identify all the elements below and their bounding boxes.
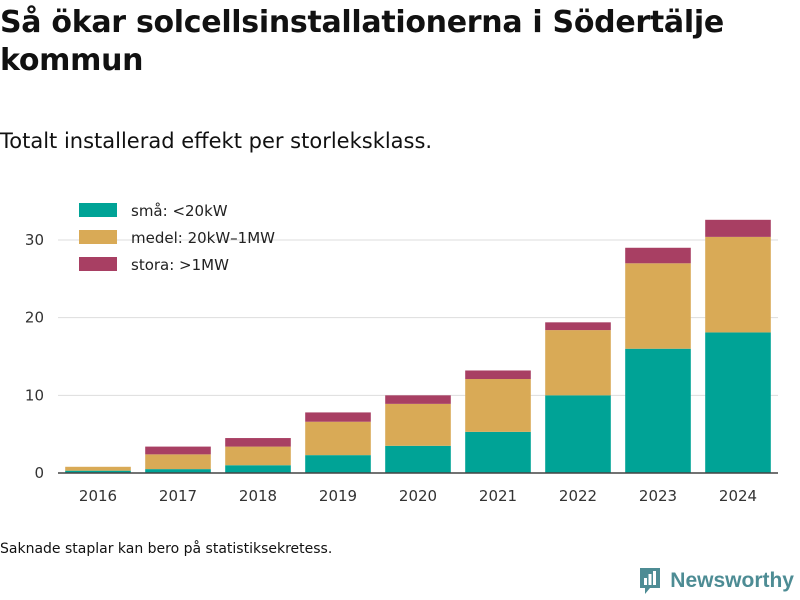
bar-segment xyxy=(385,445,451,473)
bar-segment xyxy=(625,247,691,264)
bar-segment xyxy=(225,446,291,466)
x-tick-label: 2024 xyxy=(719,487,757,505)
bar-segment xyxy=(465,370,531,380)
bar-segment xyxy=(385,403,451,446)
bar-segment xyxy=(385,395,451,404)
bar-segment xyxy=(65,470,131,473)
bar-segment xyxy=(545,330,611,396)
x-tick-label: 2020 xyxy=(399,487,437,505)
chart-title: Så ökar solcellsinstallationerna i Söder… xyxy=(0,5,724,78)
newsworthy-logo-icon xyxy=(640,568,661,594)
bar-segment xyxy=(145,446,211,455)
footnote: Saknade staplar kan bero på statistiksek… xyxy=(0,541,333,557)
x-tick-label: 2016 xyxy=(79,487,117,505)
bar-segment xyxy=(145,469,211,473)
bar-segment xyxy=(65,466,131,471)
y-tick-label: 20 xyxy=(25,309,44,327)
x-tick-label: 2018 xyxy=(239,487,277,505)
stacked-bar-chart: 0 10 20 30 2016 2017 2018 2019 2020 2021 2022 2023… xyxy=(25,202,778,505)
legend-swatch xyxy=(79,230,117,244)
bar-segment xyxy=(305,412,371,422)
y-axis-ticks: 0 10 20 30 xyxy=(25,231,44,482)
bar-segment xyxy=(545,395,611,473)
bar-segment xyxy=(625,263,691,349)
x-tick-label: 2022 xyxy=(559,487,597,505)
legend: små: <20kW medel: 20kW–1MW stora: >1MW xyxy=(79,202,275,274)
x-tick-label: 2021 xyxy=(479,487,517,505)
bar-segment xyxy=(465,431,531,473)
bar-segment xyxy=(705,219,771,237)
bar-segment xyxy=(705,332,771,473)
brand-name: Newsworthy xyxy=(670,569,794,592)
y-tick-label: 10 xyxy=(25,386,44,404)
bar-segment xyxy=(465,379,531,432)
chart-subtitle: Totalt installerad effekt per storlekskl… xyxy=(0,129,433,153)
bar-segment xyxy=(545,322,611,331)
bars xyxy=(65,219,771,473)
y-tick-label: 0 xyxy=(34,464,44,482)
legend-swatch xyxy=(79,203,117,217)
x-tick-label: 2017 xyxy=(159,487,197,505)
bar-segment xyxy=(705,236,771,333)
y-tick-label: 30 xyxy=(25,231,44,249)
legend-swatch xyxy=(79,257,117,271)
bar-segment xyxy=(145,454,211,470)
bar-segment xyxy=(305,421,371,456)
x-tick-label: 2023 xyxy=(639,487,677,505)
bar-segment xyxy=(305,455,371,473)
bar-segment xyxy=(225,465,291,473)
legend-label: små: <20kW xyxy=(131,202,228,220)
x-axis-ticks: 2016 2017 2018 2019 2020 2021 2022 2023 2024 xyxy=(58,472,778,505)
bar-segment xyxy=(225,438,291,447)
legend-label: medel: 20kW–1MW xyxy=(131,229,275,247)
bar-segment xyxy=(625,348,691,473)
x-tick-label: 2019 xyxy=(319,487,357,505)
legend-label: stora: >1MW xyxy=(131,256,229,274)
brand-logo: Newsworthy xyxy=(638,566,794,596)
